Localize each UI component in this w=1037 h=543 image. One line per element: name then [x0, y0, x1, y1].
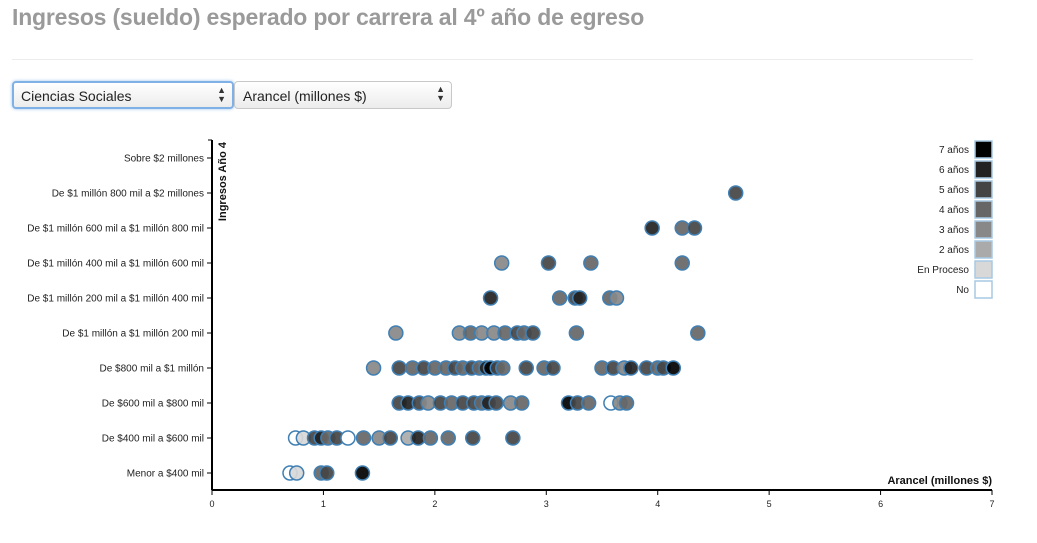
xvar-select[interactable]: Arancel (millones $) ▲ ▼ — [234, 81, 452, 109]
legend-label: En Proceso — [917, 265, 969, 276]
data-point — [568, 325, 585, 341]
data-point — [571, 290, 588, 306]
data-point — [644, 220, 660, 236]
scatter-chart: Menor a $400 mil De $400 mil a $600 mil De… — [27, 139, 995, 509]
data-point — [580, 395, 597, 411]
y-tick-label: De $1 millón a $1 millón 200 mil — [62, 329, 204, 340]
data-point — [674, 255, 690, 271]
y-tick-label: De $400 mil a $600 mil — [102, 434, 204, 445]
legend-label: 4 años — [939, 205, 969, 216]
y-tick-label: De $1 millón 800 mil a $2 millones — [52, 189, 204, 200]
legend-label: 5 años — [939, 185, 969, 196]
data-point — [518, 360, 534, 376]
x-tick-label: 0 — [209, 499, 214, 509]
y-tick-label: Menor a $400 mil — [127, 469, 204, 480]
title-divider — [12, 59, 973, 60]
data-point — [608, 290, 625, 306]
data-point — [618, 395, 635, 411]
legend-label: 7 años — [939, 145, 969, 156]
data-point — [354, 465, 371, 481]
page-title: Ingresos (sueldo) esperado por carrera a… — [12, 4, 645, 30]
data-point — [382, 430, 399, 446]
data-point — [355, 430, 372, 446]
data-point — [482, 290, 499, 306]
data-point — [545, 360, 561, 376]
data-point — [493, 255, 510, 271]
x-tick-label: 1 — [321, 499, 326, 509]
legend-swatch — [974, 240, 993, 259]
data-point — [690, 325, 706, 341]
data-point — [525, 325, 541, 341]
y-tick-label: De $800 mil a $1 millón — [100, 364, 205, 375]
data-point — [686, 220, 703, 236]
data-point — [340, 430, 356, 446]
area-select[interactable]: Ciencias Sociales ▲ ▼ — [12, 81, 234, 109]
area-select-value: Ciencias Sociales — [21, 88, 132, 104]
data-point — [388, 325, 404, 341]
legend-label: 3 años — [939, 225, 969, 236]
x-tick-label: 3 — [544, 499, 549, 509]
y-tick-label: De $1 millón 600 mil a $1 millón 800 mil — [27, 224, 204, 235]
xvar-select-value: Arancel (millones $) — [243, 88, 367, 104]
data-point — [505, 430, 521, 446]
data-point — [488, 395, 504, 411]
data-point — [583, 255, 599, 271]
legend-swatch — [974, 180, 993, 199]
data-point — [665, 360, 682, 376]
x-tick-label: 4 — [655, 499, 660, 509]
data-point — [422, 430, 439, 446]
x-tick-label: 7 — [989, 499, 994, 509]
x-tick-label: 2 — [432, 499, 437, 509]
data-point — [464, 430, 481, 446]
x-tick-label: 5 — [767, 499, 772, 509]
legend-swatch — [974, 140, 993, 159]
legend-swatch — [974, 260, 993, 279]
data-point — [727, 185, 744, 201]
data-point — [551, 290, 568, 306]
data-point — [440, 430, 456, 446]
data-point — [288, 465, 305, 481]
data-point — [540, 255, 557, 271]
data-point — [391, 360, 407, 376]
data-point — [319, 465, 335, 481]
data-point — [514, 395, 530, 411]
legend-label: No — [956, 285, 969, 296]
legend-swatch — [974, 200, 993, 219]
y-axis-label: Ingresos Año 4 — [217, 141, 229, 221]
legend-swatch — [974, 280, 993, 299]
data-point — [495, 360, 511, 376]
legend-label: 2 años — [939, 245, 969, 256]
select-arrows-icon: ▲ ▼ — [217, 85, 226, 104]
data-point — [623, 360, 639, 376]
y-tick-label: De $1 millón 400 mil a $1 millón 600 mil — [27, 259, 204, 270]
y-tick-label: De $600 mil a $800 mil — [102, 399, 204, 410]
y-tick-label: De $1 millón 200 mil a $1 millón 400 mil — [27, 294, 204, 305]
legend-swatch — [974, 220, 993, 239]
data-point — [365, 360, 382, 376]
x-tick-label: 6 — [878, 499, 883, 509]
y-tick-label: Sobre $2 millones — [124, 154, 204, 165]
x-axis-label: Arancel (millones $) — [887, 475, 992, 487]
select-arrows-icon: ▲ ▼ — [436, 84, 445, 103]
legend-label: 6 años — [939, 165, 969, 176]
legend-swatch — [974, 160, 993, 179]
